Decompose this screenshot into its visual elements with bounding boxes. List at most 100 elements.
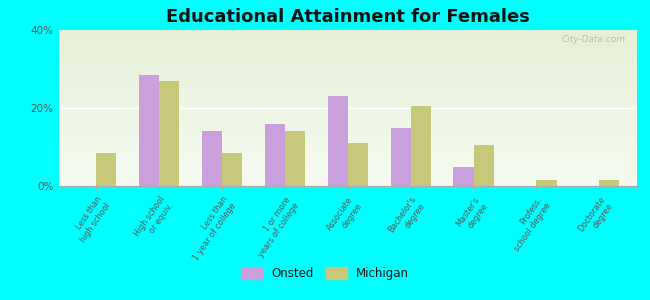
- Bar: [58, 172, 637, 173]
- Bar: [58, 89, 637, 91]
- Bar: [58, 44, 637, 46]
- Bar: [159, 81, 179, 186]
- Bar: [58, 39, 637, 41]
- Bar: [58, 77, 637, 78]
- Bar: [58, 83, 637, 85]
- Legend: Onsted, Michigan: Onsted, Michigan: [236, 262, 414, 285]
- Bar: [58, 49, 637, 50]
- Bar: [58, 167, 637, 169]
- Bar: [58, 128, 637, 130]
- Bar: [58, 91, 637, 92]
- Bar: [58, 50, 637, 52]
- Bar: [58, 169, 637, 170]
- Bar: [58, 161, 637, 163]
- Bar: [58, 53, 637, 55]
- Bar: [58, 146, 637, 147]
- Bar: [58, 74, 637, 75]
- Bar: [265, 124, 285, 186]
- Bar: [58, 66, 637, 68]
- Bar: [348, 143, 368, 186]
- Bar: [58, 70, 637, 72]
- Bar: [58, 32, 637, 33]
- Bar: [58, 158, 637, 160]
- Bar: [58, 33, 637, 35]
- Bar: [58, 122, 637, 124]
- Bar: [58, 180, 637, 181]
- Bar: [58, 86, 637, 88]
- Bar: [58, 43, 637, 44]
- Bar: [58, 63, 637, 64]
- Bar: [58, 152, 637, 153]
- Bar: [139, 75, 159, 186]
- Bar: [58, 94, 637, 95]
- Bar: [58, 184, 637, 186]
- Bar: [58, 85, 637, 86]
- Bar: [58, 136, 637, 138]
- Bar: [58, 153, 637, 155]
- Bar: [454, 167, 473, 186]
- Bar: [222, 153, 242, 186]
- Bar: [58, 106, 637, 108]
- Bar: [58, 92, 637, 94]
- Bar: [58, 100, 637, 102]
- Bar: [58, 47, 637, 49]
- Bar: [58, 124, 637, 125]
- Bar: [58, 110, 637, 111]
- Bar: [391, 128, 411, 186]
- Bar: [58, 103, 637, 105]
- Bar: [58, 38, 637, 39]
- Bar: [58, 108, 637, 110]
- Bar: [58, 68, 637, 69]
- Bar: [58, 88, 637, 89]
- Bar: [58, 82, 637, 83]
- Bar: [599, 180, 619, 186]
- Bar: [58, 131, 637, 133]
- Bar: [58, 148, 637, 150]
- Bar: [58, 139, 637, 141]
- Bar: [58, 99, 637, 100]
- Bar: [58, 80, 637, 82]
- Bar: [58, 56, 637, 58]
- Bar: [58, 30, 637, 31]
- Bar: [58, 166, 637, 167]
- Bar: [58, 134, 637, 136]
- Bar: [58, 127, 637, 128]
- Bar: [58, 183, 637, 184]
- Bar: [58, 111, 637, 113]
- Bar: [58, 160, 637, 161]
- Bar: [58, 75, 637, 77]
- Bar: [58, 181, 637, 183]
- Bar: [58, 55, 637, 56]
- Bar: [58, 170, 637, 172]
- Bar: [58, 105, 637, 106]
- Bar: [96, 153, 116, 186]
- Bar: [58, 114, 637, 116]
- Bar: [58, 97, 637, 99]
- Title: Educational Attainment for Females: Educational Attainment for Females: [166, 8, 530, 26]
- Bar: [58, 113, 637, 114]
- Bar: [58, 177, 637, 178]
- Bar: [58, 78, 637, 80]
- Bar: [58, 102, 637, 103]
- Bar: [58, 52, 637, 53]
- Bar: [58, 119, 637, 121]
- Bar: [58, 35, 637, 36]
- Bar: [58, 121, 637, 122]
- Bar: [58, 156, 637, 158]
- Bar: [58, 178, 637, 180]
- Bar: [58, 46, 637, 47]
- Bar: [58, 142, 637, 144]
- Bar: [58, 61, 637, 63]
- Bar: [58, 72, 637, 74]
- Bar: [58, 164, 637, 166]
- Bar: [58, 138, 637, 139]
- Bar: [473, 145, 493, 186]
- Text: City-Data.com: City-Data.com: [562, 35, 625, 44]
- Bar: [58, 60, 637, 61]
- Bar: [328, 96, 348, 186]
- Bar: [58, 125, 637, 127]
- Bar: [58, 163, 637, 164]
- Bar: [58, 130, 637, 131]
- Bar: [58, 69, 637, 70]
- Bar: [58, 155, 637, 156]
